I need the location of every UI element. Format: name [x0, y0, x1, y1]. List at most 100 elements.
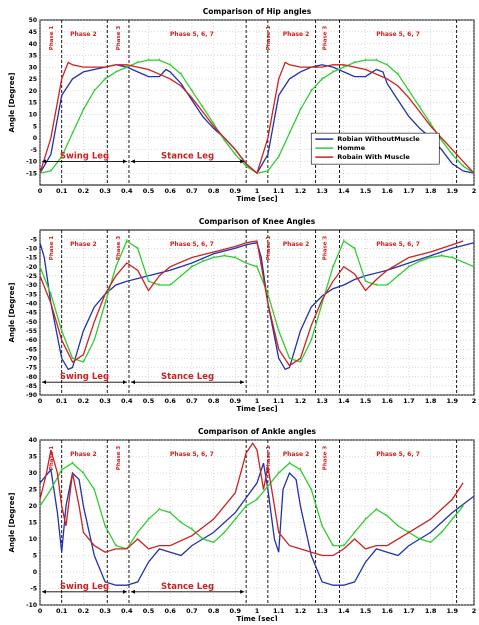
x-tick-label: 1 — [255, 397, 260, 405]
x-tick-label: 0.4 — [121, 397, 133, 405]
x-tick-label: 0.3 — [99, 187, 111, 195]
data-point: * — [364, 279, 367, 285]
data-point: * — [451, 517, 454, 523]
data-point: * — [375, 283, 378, 289]
x-tick-label: 1.3 — [316, 397, 328, 405]
data-point: * — [104, 524, 107, 530]
leg-label: Swing Leg — [60, 582, 109, 592]
x-tick-label: 1.8 — [425, 397, 437, 405]
y-tick-label: -20 — [26, 264, 37, 271]
y-tick-label: 5 — [33, 123, 37, 130]
y-tick-label: -25 — [26, 273, 37, 280]
data-point: * — [343, 65, 346, 71]
x-tick-label: 0.3 — [99, 397, 111, 405]
data-point: * — [158, 283, 161, 289]
arrow-left-icon — [130, 380, 135, 385]
y-tick-label: 35 — [29, 454, 37, 461]
y-tick-label: 35 — [29, 53, 37, 60]
data-point: * — [104, 77, 107, 83]
phase-label: Phase 3 — [322, 26, 328, 51]
series-line-robian-withoutmuscle — [39, 64, 475, 175]
leg-label: Stance Leg — [161, 582, 214, 592]
x-tick-label: 0.1 — [56, 397, 68, 405]
leg-label: Swing Leg — [60, 151, 109, 161]
arrow-left-icon — [130, 159, 135, 164]
phase-label: Phase 3 — [116, 236, 122, 261]
y-tick-label: 15 — [29, 520, 37, 527]
x-tick-label: 1.7 — [403, 397, 415, 405]
data-point: * — [126, 547, 129, 553]
data-point: * — [440, 254, 443, 260]
series-line-robain-with-muscle — [39, 442, 464, 557]
data-point: * — [375, 58, 378, 64]
y-tick-label: -70 — [26, 356, 37, 363]
data-point: * — [39, 504, 42, 510]
x-tick-label: 1.9 — [447, 607, 459, 615]
chart-panel-1: Comparison of Hip angles 0 0.1 0.2 0.3 0.4 0.5… — [8, 7, 476, 203]
x-tick-label: 1.9 — [447, 187, 459, 195]
y-tick-label: 15 — [29, 100, 37, 107]
leg-label: Stance Leg — [161, 372, 214, 382]
data-point: * — [429, 540, 432, 546]
x-tick-label: 0.9 — [230, 187, 242, 195]
data-point: * — [136, 60, 139, 66]
data-point: * — [212, 540, 215, 546]
data-point: * — [299, 108, 302, 114]
data-point: * — [473, 171, 476, 177]
arrow-right-icon — [122, 159, 127, 164]
data-point: * — [234, 517, 237, 523]
y-tick-label: -80 — [26, 374, 37, 381]
data-point: * — [364, 58, 367, 64]
data-point: * — [451, 152, 454, 158]
data-point: * — [223, 254, 226, 260]
data-point: * — [180, 521, 183, 527]
chart-title: Comparison of Knee Angles — [199, 217, 316, 226]
x-tick-label: 0.1 — [56, 187, 68, 195]
data-point: * — [180, 274, 183, 280]
x-tick-label: 0 — [38, 607, 43, 615]
phase-label: Phase 5, 6, 7 — [376, 31, 420, 38]
legend-entry: Robian WithoutMuscle — [337, 135, 420, 143]
data-point: * — [353, 60, 356, 66]
x-tick-label: 0.4 — [121, 187, 133, 195]
y-tick-label: -50 — [26, 319, 37, 326]
data-point: * — [462, 164, 465, 170]
y-tick-label: 45 — [29, 29, 37, 36]
data-point: * — [191, 527, 194, 533]
data-point: * — [245, 504, 248, 510]
x-tick-label: 0.3 — [99, 607, 111, 615]
data-point: * — [82, 471, 85, 477]
data-point: * — [245, 261, 248, 267]
x-tick-label: 0.8 — [208, 607, 220, 615]
y-tick-label: -10 — [26, 246, 37, 253]
chart-title: Comparison of Ankle angles — [198, 427, 317, 436]
data-point: * — [429, 256, 432, 262]
x-tick-label: 0.7 — [186, 397, 198, 405]
arrow-right-icon — [240, 589, 245, 594]
data-point: * — [321, 77, 324, 83]
data-point: * — [321, 524, 324, 530]
arrow-left-icon — [42, 380, 46, 385]
data-point: * — [256, 497, 259, 503]
y-tick-label: -75 — [26, 365, 37, 372]
data-point: * — [223, 138, 226, 144]
data-point: * — [126, 65, 129, 71]
data-point: * — [202, 537, 205, 543]
x-tick-label: 0.4 — [121, 607, 133, 615]
y-tick-label: -15 — [26, 170, 37, 177]
data-point: * — [115, 544, 118, 550]
leg-label: Stance Leg — [161, 151, 214, 161]
arrow-left-icon — [130, 589, 135, 594]
data-point: * — [147, 279, 150, 285]
data-point: * — [93, 338, 96, 344]
phase-label: Phase 1 — [49, 446, 55, 471]
data-point: * — [158, 58, 161, 64]
x-tick-label: 0.1 — [56, 607, 68, 615]
data-point: * — [256, 265, 259, 271]
data-point: * — [115, 70, 118, 76]
series-line-robain-with-muscle — [39, 61, 475, 175]
x-tick-label: 1.2 — [295, 187, 307, 195]
data-point: * — [202, 259, 205, 265]
phase-label: Phase 1 — [266, 446, 272, 471]
x-tick-label: 2 — [472, 607, 477, 615]
